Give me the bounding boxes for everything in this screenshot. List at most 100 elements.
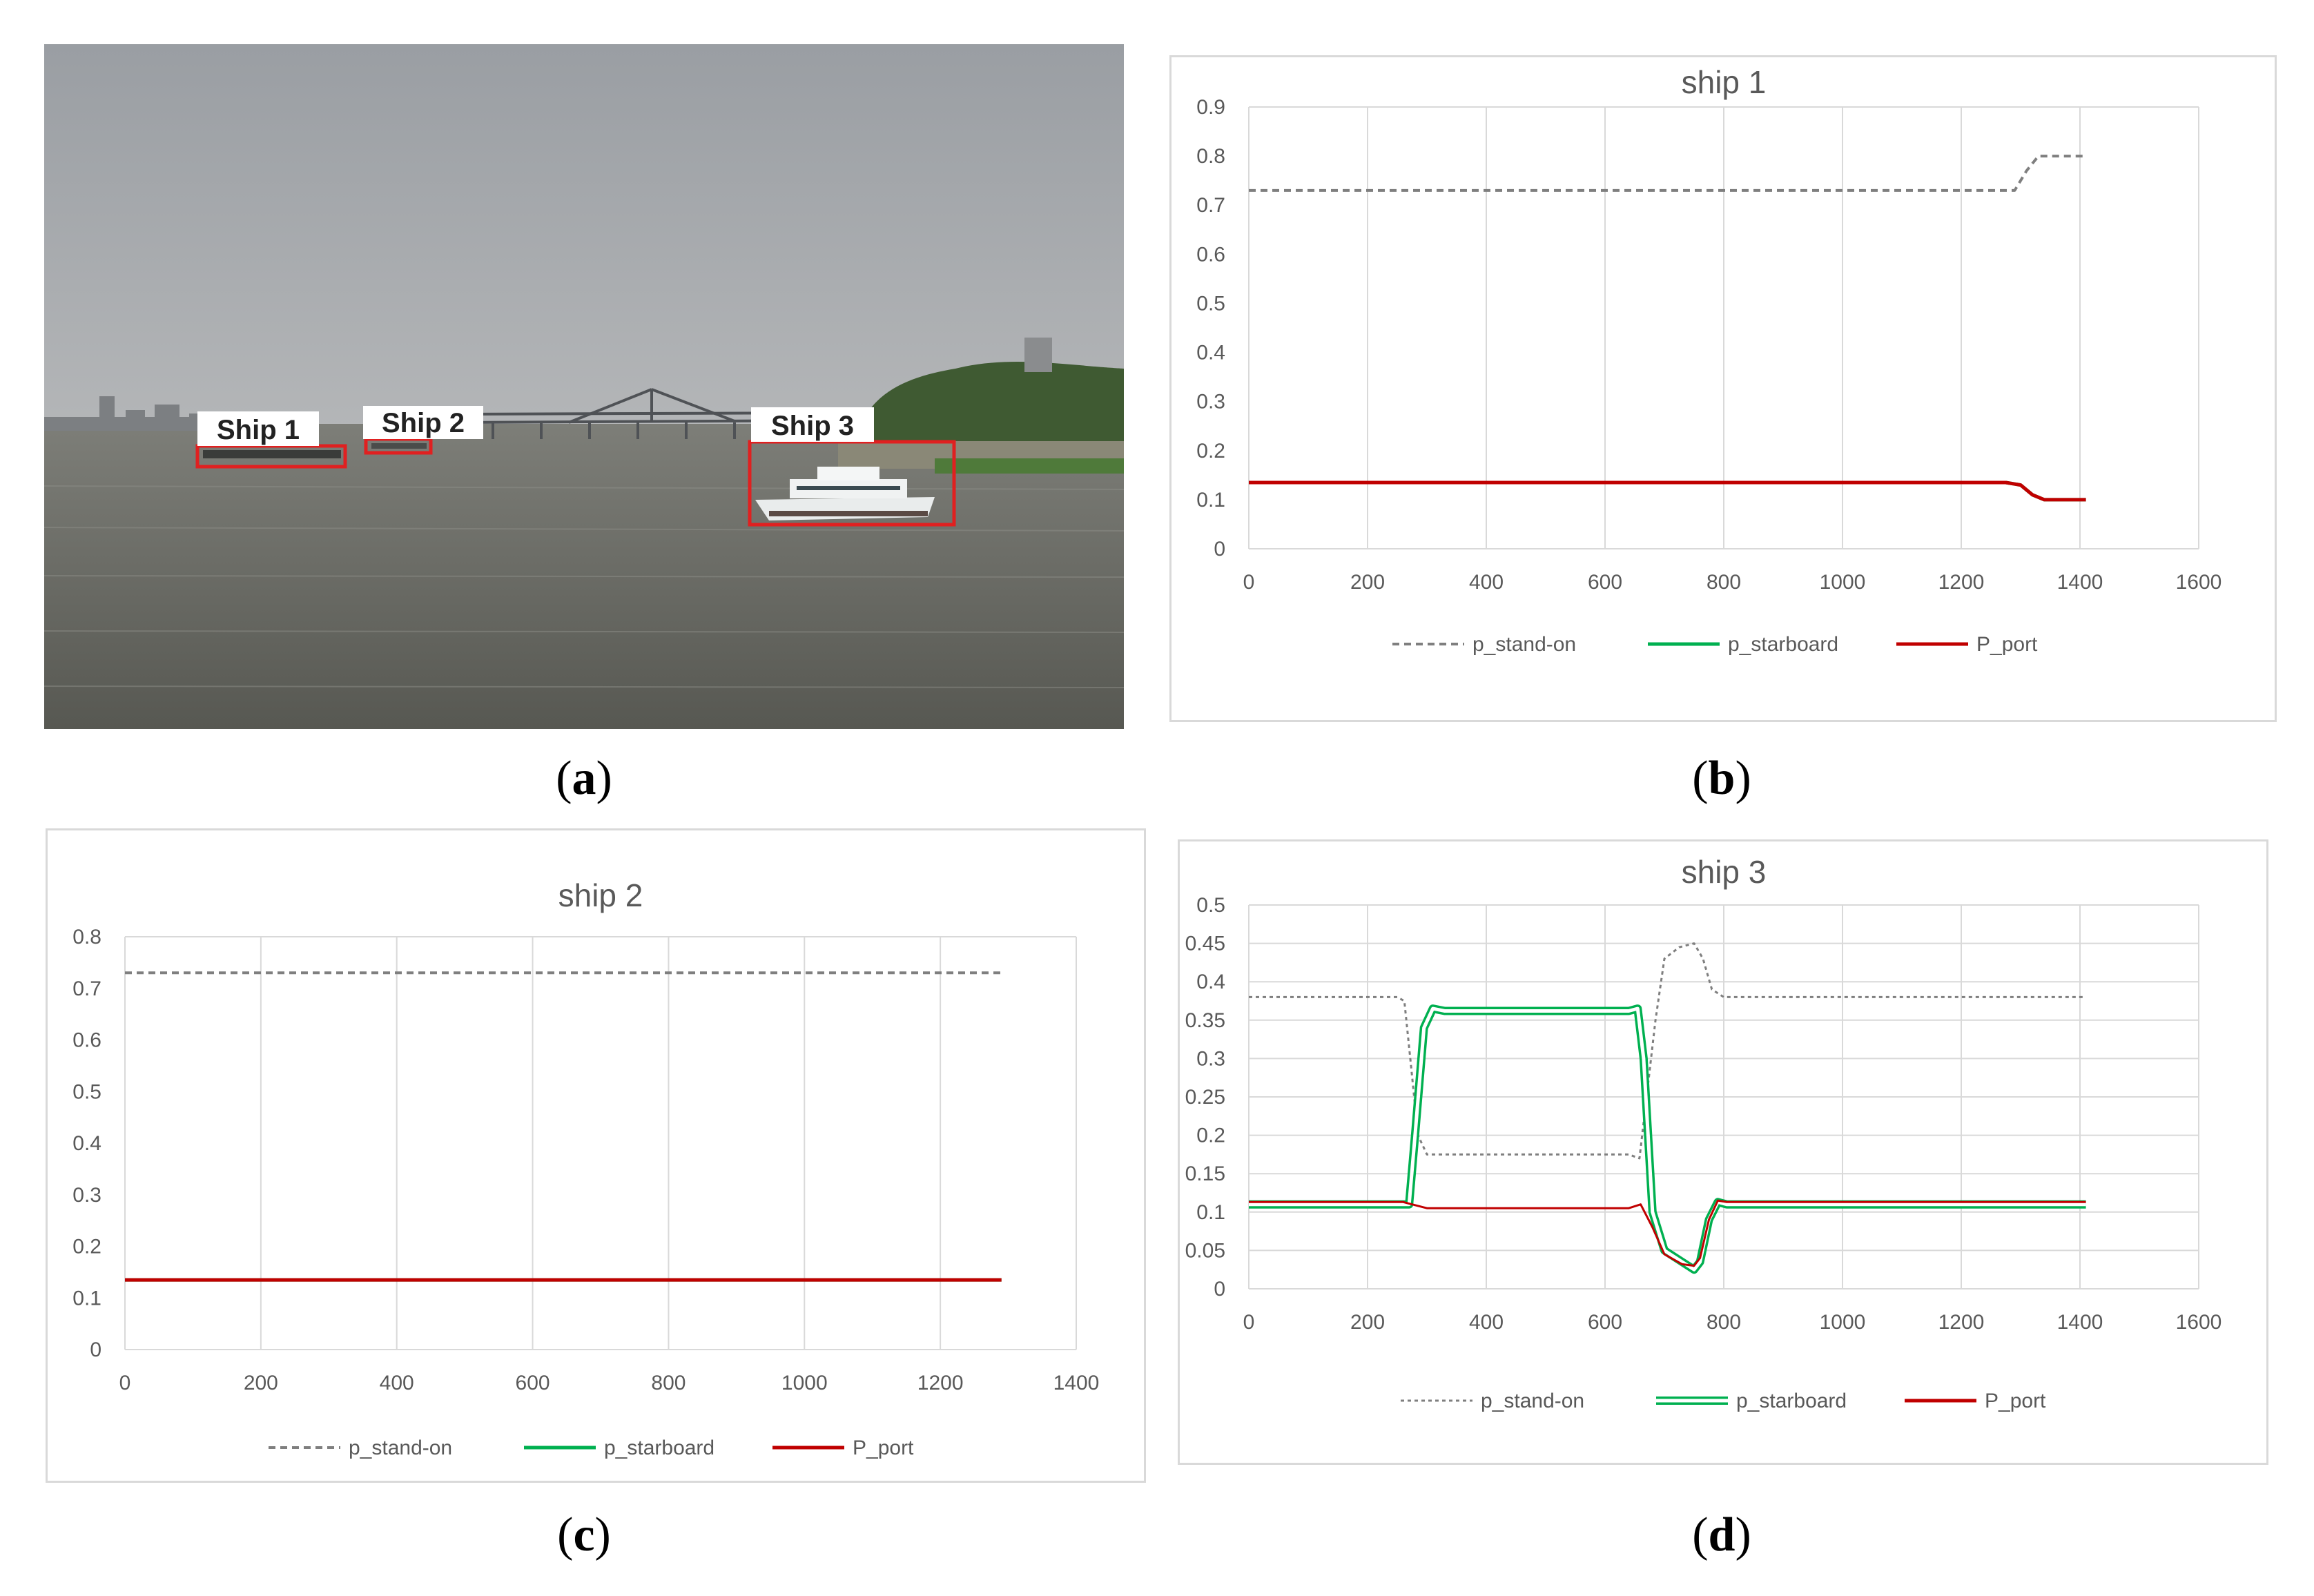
- x-tick-label: 1000: [781, 1372, 828, 1394]
- ship-2-label: Ship 2: [382, 408, 465, 438]
- x-tick-label: 1200: [1938, 1311, 1985, 1334]
- legend-label-p-stand-on: p_stand-on: [1472, 633, 1576, 656]
- series-line-p-stand-on: [1249, 155, 2086, 192]
- chart-title: ship 2: [558, 877, 643, 913]
- series-line-p-port: [1249, 480, 2086, 502]
- series-line-inner: [1249, 1006, 2086, 1272]
- x-tick-label: 1400: [2057, 571, 2103, 594]
- chart-ship-1-panel: ship 1 0 200 400 600 800 1000 1200 1400 1600 0 0.1 0…: [1169, 55, 2277, 722]
- legend: p_stand-on p_starboard P_port: [1401, 1390, 2046, 1412]
- gridlines: [1248, 106, 2199, 549]
- chart-ship-3: ship 3 0 200 400 600 800 1000 1200 1400 1600 0 0.05…: [1185, 854, 2222, 1412]
- caption-b: (b): [1692, 752, 1751, 805]
- series-p-port: [1249, 1199, 2086, 1267]
- chart-ship-2-panel: ship 2 0 200 400 600 800 1000 1200 1400 0 0.1 0.2 0.…: [46, 828, 1146, 1483]
- chart-title: ship 3: [1682, 854, 1767, 890]
- x-tick-label: 400: [1469, 571, 1504, 594]
- y-tick-label: 0.15: [1185, 1162, 1225, 1185]
- ship-1-label: Ship 1: [217, 415, 300, 445]
- legend-label-p-starboard: p_starboard: [1728, 633, 1838, 656]
- y-tick-label: 0.7: [72, 977, 101, 1000]
- x-tick-label: 600: [516, 1372, 550, 1394]
- y-tick-label: 0: [1214, 1278, 1225, 1301]
- series-line-p-stand-on: [1249, 942, 2086, 1160]
- y-tick-label: 0.3: [1196, 1047, 1225, 1070]
- x-tick-label: 1400: [1053, 1372, 1100, 1394]
- ship-2-label-bg: [363, 406, 483, 439]
- y-tick-label: 0.1: [72, 1287, 101, 1310]
- legend: p_stand-on p_starboard P_port: [1392, 633, 2038, 656]
- chart-ship-1: ship 1 0 200 400 600 800 1000 1200 1400 1600 0 0.1 0…: [1196, 64, 2222, 656]
- y-tick-label: 0.2: [1196, 440, 1225, 463]
- y-tick-label: 0.2: [72, 1236, 101, 1258]
- trees: [859, 362, 1124, 458]
- ship-1-label-bg: [197, 411, 319, 446]
- chart-title: ship 1: [1682, 64, 1767, 100]
- y-tick-label: 0.4: [1196, 342, 1225, 364]
- series-p-stand-on: [1249, 942, 2086, 1160]
- series-p-stand-on: [1249, 155, 2086, 192]
- series-line-p-starboard: [1249, 1004, 2086, 1274]
- legend-label-p-starboard: p_starboard: [1736, 1390, 1847, 1412]
- series-line-p-starboard: [1249, 480, 2086, 502]
- y-tick-label: 0.8: [72, 926, 101, 948]
- x-tick-label: 200: [244, 1372, 278, 1394]
- y-tick-label: 0.7: [1196, 194, 1225, 217]
- series-p-starboard: [1249, 1004, 2086, 1274]
- legend-label-p-port: P_port: [853, 1437, 914, 1459]
- x-tick-label: 600: [1588, 571, 1622, 594]
- legend-label-p-stand-on: p_stand-on: [349, 1437, 452, 1459]
- x-tick-label: 1000: [1820, 571, 1866, 594]
- series-p-starboard: [1249, 480, 2086, 502]
- ship-3-hull: [755, 467, 935, 520]
- y-tick-label: 0.1: [1196, 1201, 1225, 1224]
- y-tick-label: 0: [90, 1339, 101, 1361]
- water-ripples: [44, 485, 1124, 688]
- caption-d: (d): [1692, 1508, 1751, 1561]
- y-tick-label: 0.3: [72, 1184, 101, 1207]
- tower: [1024, 338, 1052, 372]
- legend-label-p-stand-on: p_stand-on: [1481, 1390, 1584, 1412]
- y-tick-label: 0.05: [1185, 1239, 1225, 1262]
- x-tick-label: 1400: [2057, 1311, 2103, 1334]
- series-p-port: [1249, 480, 2086, 502]
- y-tick-label: 0.5: [72, 1080, 101, 1103]
- y-tick-label: 0: [1214, 538, 1225, 561]
- x-tick-label: 1600: [2176, 1311, 2222, 1334]
- legend-label-p-starboard: p_starboard: [604, 1437, 714, 1459]
- legend-label-p-port: P_port: [1985, 1390, 2046, 1412]
- x-tick-label: 800: [1707, 571, 1741, 594]
- x-tick-label: 0: [119, 1372, 131, 1394]
- x-tick-label: 1200: [1938, 571, 1985, 594]
- x-tick-label: 1200: [917, 1372, 964, 1394]
- chart-ship-3-panel: ship 3 0 200 400 600 800 1000 1200 1400 1600 0 0.05…: [1178, 839, 2268, 1465]
- y-tick-label: 0.3: [1196, 391, 1225, 413]
- grass: [935, 458, 1124, 474]
- x-tick-label: 400: [380, 1372, 414, 1394]
- x-tick-label: 600: [1588, 1311, 1622, 1334]
- y-tick-label: 0.6: [72, 1029, 101, 1052]
- x-tick-label: 800: [651, 1372, 686, 1394]
- x-tick-label: 1600: [2176, 571, 2222, 594]
- y-tick-label: 0.2: [1196, 1125, 1225, 1147]
- y-tick-label: 0.4: [72, 1132, 101, 1155]
- river-photo: Ship 1 Ship 2 Ship 3: [44, 44, 1124, 729]
- y-tick-label: 0.6: [1196, 243, 1225, 266]
- x-tick-label: 0: [1243, 571, 1255, 594]
- y-tick-label: 0.5: [1196, 292, 1225, 315]
- x-tick-label: 400: [1469, 1311, 1504, 1334]
- ship-3-label-bg: [751, 407, 874, 442]
- x-tick-label: 0: [1243, 1311, 1255, 1334]
- ship-1-hull: [203, 450, 341, 458]
- ship-3-label: Ship 3: [771, 411, 854, 441]
- ship-2-hull: [371, 443, 427, 449]
- series-line-p-port: [1249, 1199, 2086, 1267]
- legend-label-p-port: P_port: [1976, 633, 2038, 656]
- sky: [44, 44, 1124, 431]
- caption-a: (a): [556, 752, 612, 805]
- gridlines: [124, 936, 1077, 1350]
- legend: p_stand-on p_starboard P_port: [269, 1437, 914, 1459]
- x-tick-label: 200: [1350, 1311, 1385, 1334]
- y-tick-label: 0.4: [1196, 971, 1225, 993]
- x-tick-label: 800: [1707, 1311, 1741, 1334]
